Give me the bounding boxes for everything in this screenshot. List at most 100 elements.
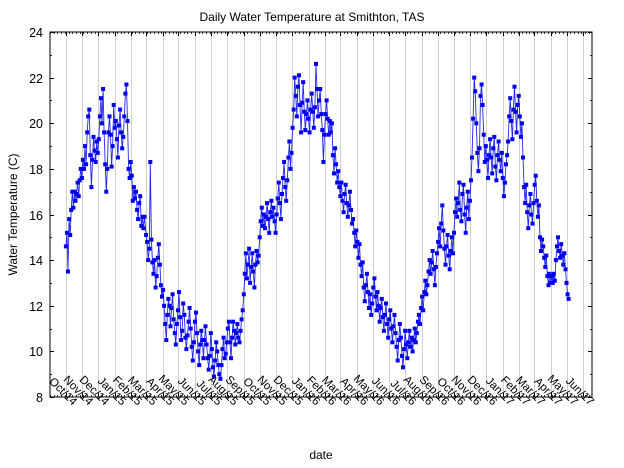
- data-point: [113, 119, 118, 123]
- data-point: [561, 262, 566, 267]
- data-point: [66, 269, 70, 274]
- data-point: [197, 363, 202, 368]
- data-point: [271, 205, 276, 210]
- data-point: [408, 344, 413, 349]
- data-point: [199, 328, 204, 333]
- data-point: [157, 262, 162, 267]
- data-point: [356, 255, 361, 260]
- data-point: [141, 226, 146, 231]
- data-point: [347, 189, 352, 194]
- data-point: [94, 139, 99, 144]
- data-point: [321, 160, 326, 164]
- data-point: [439, 221, 444, 226]
- data-point: [470, 155, 474, 160]
- data-point: [162, 303, 167, 308]
- data-point: [529, 212, 534, 217]
- data-point: [274, 212, 279, 217]
- data-point: [336, 169, 341, 174]
- data-point: [558, 255, 563, 260]
- data-point: [362, 299, 367, 304]
- data-point: [200, 338, 205, 342]
- data-point: [563, 267, 568, 272]
- data-point: [288, 166, 293, 171]
- data-point: [128, 160, 133, 164]
- data-point: [350, 221, 355, 226]
- data-point: [122, 114, 127, 119]
- data-point: [266, 217, 271, 222]
- data-point: [397, 322, 402, 326]
- data-point: [498, 169, 503, 174]
- data-point: [433, 265, 438, 269]
- data-point: [230, 335, 235, 340]
- data-point: [135, 207, 140, 212]
- data-point: [198, 342, 203, 347]
- data-point: [387, 317, 392, 322]
- data-point: [184, 347, 189, 352]
- data-point: [306, 116, 311, 121]
- data-point: [366, 290, 370, 295]
- data-point: [419, 306, 424, 310]
- data-point: [237, 340, 242, 345]
- data-point: [463, 230, 468, 235]
- data-point: [495, 153, 500, 158]
- data-point: [229, 356, 233, 361]
- data-point: [443, 262, 448, 267]
- data-point: [174, 322, 179, 326]
- data-point: [414, 331, 419, 336]
- data-point: [445, 233, 450, 237]
- data-point: [191, 340, 196, 345]
- data-point: [393, 331, 398, 336]
- data-point: [89, 185, 94, 190]
- data-point: [192, 319, 197, 324]
- data-point: [542, 255, 547, 260]
- data-point: [381, 328, 386, 333]
- data-point: [308, 107, 313, 112]
- data-point: [92, 148, 97, 153]
- data-point: [562, 251, 567, 256]
- data-point: [265, 201, 270, 206]
- data-point: [216, 363, 221, 368]
- data-point: [221, 335, 226, 340]
- data-point: [355, 239, 360, 244]
- data-point: [169, 306, 174, 310]
- data-point: [186, 319, 191, 324]
- data-point: [515, 103, 520, 107]
- data-point: [511, 107, 516, 112]
- data-point: [212, 374, 216, 379]
- data-point: [518, 134, 523, 139]
- data-point: [87, 107, 92, 112]
- data-point: [440, 203, 445, 208]
- data-point: [525, 210, 530, 215]
- data-point: [179, 338, 184, 342]
- data-point: [530, 221, 535, 226]
- data-point: [239, 317, 244, 322]
- data-point: [448, 249, 453, 253]
- data-point: [407, 328, 412, 333]
- data-point: [406, 340, 411, 345]
- data-point: [142, 214, 147, 219]
- data-point: [565, 292, 570, 297]
- data-point: [68, 233, 73, 237]
- data-point: [390, 340, 395, 345]
- data-point: [267, 230, 272, 235]
- data-point: [317, 98, 322, 103]
- data-point: [556, 235, 560, 240]
- data-point: [166, 296, 171, 301]
- data-point: [146, 258, 151, 263]
- data-point: [359, 274, 364, 279]
- data-point: [125, 119, 130, 123]
- data-point: [425, 283, 430, 288]
- data-point: [177, 290, 181, 295]
- data-point: [99, 96, 103, 101]
- data-point: [429, 260, 434, 265]
- data-point: [376, 303, 381, 308]
- data-point: [432, 283, 437, 288]
- data-point: [70, 189, 75, 194]
- data-point: [67, 217, 72, 222]
- data-point: [270, 214, 275, 219]
- data-point: [458, 207, 463, 212]
- data-point: [103, 162, 108, 167]
- data-point: [247, 246, 252, 251]
- data-point: [545, 274, 550, 279]
- data-point: [144, 233, 149, 237]
